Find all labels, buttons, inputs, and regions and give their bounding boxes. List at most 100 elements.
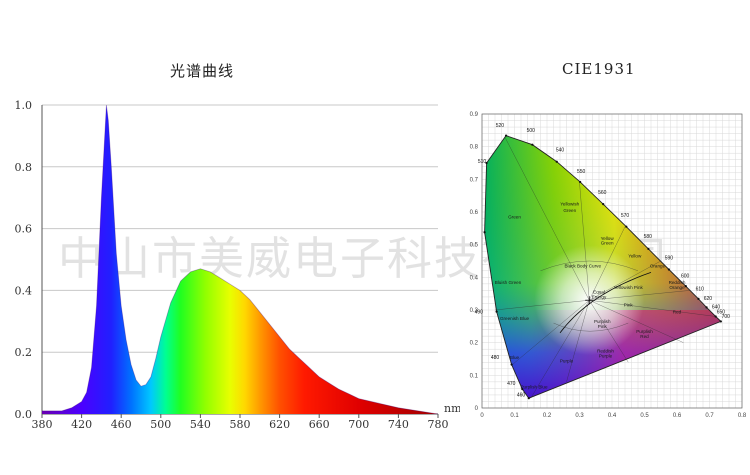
region-label: Pink <box>598 324 608 329</box>
cie-region-boundary <box>494 299 590 311</box>
cie-x-tick-label: 0 <box>480 413 484 419</box>
cie-region-boundary <box>504 136 590 301</box>
locus-point <box>504 134 508 137</box>
wavelength-label: 700 <box>722 314 731 320</box>
y-tick-label: 0.0 <box>15 408 33 421</box>
region-label: Blue <box>510 355 520 360</box>
wavelength-label: 500 <box>527 128 536 134</box>
cie-x-tick-label: 0.8 <box>738 413 747 419</box>
region-label: Yellow <box>628 254 642 259</box>
spectrum-chart: 0.0 0.2 0.4 0.6 0.8 1.0 380 420 460 500 540 580 620 6… <box>15 99 461 431</box>
locus-point <box>647 247 650 251</box>
region-label: Pink <box>624 303 634 308</box>
region-label: Red <box>640 334 649 339</box>
region-label: Reddish <box>597 348 614 353</box>
y-tick-label: 0.6 <box>15 223 33 236</box>
cie-y-tick-label: 0 <box>475 406 479 412</box>
cie-x-tick-label: 0.2 <box>543 413 552 419</box>
x-tick-label: 740 <box>388 418 409 431</box>
region-label: Bluish Green <box>495 280 522 285</box>
region-label: Green <box>508 215 521 220</box>
cie-region-boundary <box>553 322 629 332</box>
cie-region-boundary <box>566 300 590 382</box>
wavelength-label: 650 <box>717 309 726 315</box>
region-label: Green <box>601 241 614 246</box>
cie-y-tick-label: 0.9 <box>470 112 479 118</box>
x-tick-label: 780 <box>428 418 449 431</box>
spectral-locus <box>484 135 722 399</box>
x-tick-label: 460 <box>111 418 132 431</box>
cie-region-boundary <box>589 260 661 301</box>
locus-point <box>667 268 670 271</box>
region-label: Purple <box>599 353 613 358</box>
wavelength-label: 550 <box>577 169 586 175</box>
region-label: Purplish Blue <box>520 384 548 389</box>
spectrum-area <box>42 105 438 414</box>
cie-region-boundary <box>511 300 590 366</box>
cie-x-tick-label: 0.3 <box>575 413 584 419</box>
cie-x-tick-label: 0.4 <box>608 413 617 419</box>
locus-point <box>602 203 605 206</box>
region-label: Purplish <box>636 329 653 334</box>
locus-point <box>579 180 582 184</box>
wavelength-label: 570 <box>621 213 630 219</box>
x-tick-label: 580 <box>230 418 251 431</box>
locus-point <box>521 387 524 391</box>
wavelength-label: 460 <box>517 393 526 399</box>
cie-y-tick-label: 0.3 <box>470 308 479 314</box>
y-tick-label: 0.2 <box>15 346 33 359</box>
wavelength-label: 560 <box>598 190 607 196</box>
region-label: Purplish <box>594 319 611 324</box>
x-tick-label: 540 <box>190 418 211 431</box>
wavelength-label: 480 <box>491 355 500 361</box>
cie-chart: 0 0.1 0.2 0.3 0.4 0.5 0.6 0.7 0.8 0 0.1 0.2 0.3 0.4 0.… <box>470 112 747 419</box>
cie-y-tick-label: 0.4 <box>470 275 479 281</box>
cie-y-tick-label: 0.6 <box>470 210 479 216</box>
y-tick-label: 0.4 <box>15 284 33 297</box>
x-tick-label: 380 <box>32 418 53 431</box>
spectrum-line <box>42 104 439 415</box>
cie-y-tick-label: 0.7 <box>470 177 479 183</box>
region-label: Black Body Curve <box>564 264 601 269</box>
region-label: Orange <box>669 285 685 290</box>
cie-y-tick-label: 0.5 <box>470 243 479 249</box>
x-tick-label: 700 <box>348 418 369 431</box>
cie-x-tick-label: 0.6 <box>673 413 682 419</box>
cie-region-boundary <box>589 300 629 363</box>
locus-point <box>714 315 717 318</box>
cie-region-boundary <box>530 300 590 399</box>
region-label: Green <box>563 208 576 213</box>
wavelength-label: 510 <box>478 159 487 165</box>
x-tick-label: 500 <box>150 418 171 431</box>
x-axis-unit: nm <box>444 402 460 415</box>
black-body-curve <box>559 272 652 334</box>
cie-y-tick-label: 0.8 <box>470 145 479 151</box>
cie-y-tick-label: 0.2 <box>470 341 479 347</box>
wavelength-label: 520 <box>496 123 505 129</box>
wavelength-label: 640 <box>712 304 721 310</box>
region-label: Yellow <box>601 236 615 241</box>
spectrum-title: 光谱曲线 <box>170 62 235 80</box>
region-label: Purple <box>560 358 574 363</box>
locus-point <box>555 160 558 163</box>
locus-point <box>531 143 534 146</box>
cie-title: CIE1931 <box>562 60 636 78</box>
x-tick-label: 420 <box>71 418 92 431</box>
wavelength-label: 490 <box>475 309 484 315</box>
region-label: Energy <box>592 295 607 300</box>
cie-x-tick-label: 0.5 <box>640 413 649 419</box>
locus-point <box>697 297 700 300</box>
cie-frame <box>481 113 743 409</box>
y-tick-label: 1.0 <box>15 99 33 112</box>
cie-region-boundary <box>589 299 717 317</box>
y-tick-label: 0.8 <box>15 161 33 174</box>
wavelength-label: 600 <box>681 273 690 279</box>
locus-point <box>510 363 513 366</box>
wavelength-label: 620 <box>704 296 713 302</box>
region-label: Orange <box>650 264 666 269</box>
wavelength-label: 540 <box>556 148 565 154</box>
x-tick-label: 660 <box>309 418 330 431</box>
region-label: Equal <box>593 290 605 295</box>
wavelength-label: 580 <box>644 234 653 240</box>
cie-region-boundary <box>579 182 590 301</box>
